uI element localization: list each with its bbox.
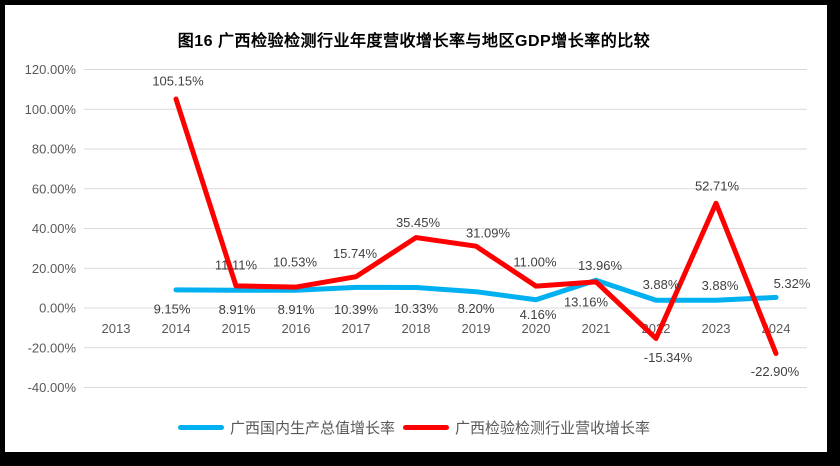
gdp-growth-line	[173, 277, 779, 303]
y-axis-tick-label: 40.00%	[32, 221, 77, 236]
legend: 广西国内生产总值增长率 广西检验检测行业营收增长率	[0, 417, 828, 438]
data-label: 35.45%	[396, 215, 441, 230]
data-label: -22.90%	[751, 364, 800, 379]
y-axis-tick-label: 20.00%	[32, 261, 77, 276]
x-axis-tick-label: 2019	[462, 321, 491, 336]
y-axis-tick-label: -20.00%	[28, 340, 77, 355]
x-axis-tick-label: 2015	[222, 321, 251, 336]
data-label: 11.11%	[215, 257, 258, 272]
data-label: 8.20%	[458, 301, 495, 316]
data-label: 9.15%	[154, 301, 191, 316]
data-label: 10.33%	[394, 301, 439, 316]
x-axis-tick-label: 2016	[282, 321, 311, 336]
legend-label-gdp: 广西国内生产总值增长率	[229, 420, 395, 437]
x-axis-tick-label: 2021	[582, 321, 611, 336]
data-label: 4.16%	[520, 307, 557, 322]
y-axis-tick-label: -40.00%	[28, 380, 77, 395]
data-label: 11.00%	[513, 255, 557, 270]
x-axis-tick-label: 2013	[102, 321, 131, 336]
data-label: 3.88%	[643, 277, 680, 292]
data-label: 5.32%	[774, 276, 811, 291]
data-label: -15.34%	[644, 350, 693, 365]
y-axis-tick-label: 0.00%	[39, 301, 76, 316]
x-axis-tick-label: 2018	[402, 321, 431, 336]
data-label: 8.91%	[219, 302, 256, 317]
y-axis-tick-label: 60.00%	[32, 181, 77, 196]
data-label: 8.91%	[278, 302, 315, 317]
legend-label-revenue: 广西检验检测行业营收增长率	[455, 420, 651, 437]
data-label: 13.16%	[564, 294, 609, 309]
gdp-line-swatch-icon	[177, 425, 224, 430]
y-axis-tick-label: 100.00%	[25, 102, 77, 117]
y-axis-tick-label: 80.00%	[32, 142, 77, 157]
x-axis-tick-label: 2020	[522, 321, 551, 336]
data-label: 52.71%	[695, 179, 740, 194]
data-label: 10.53%	[273, 255, 318, 270]
data-label: 13.96%	[578, 258, 623, 273]
legend-item-revenue: 广西检验检测行业营收增长率	[403, 417, 650, 438]
revenue-line-swatch-icon	[403, 425, 449, 430]
data-label: 105.15%	[152, 74, 204, 89]
chart-title: 图16 广西检验检测行业年度营收增长率与地区GDP增长率的比较	[177, 33, 651, 50]
data-label: 3.88%	[702, 278, 739, 293]
data-label: 15.74%	[333, 246, 378, 261]
x-axis-tick-label: 2017	[342, 321, 371, 336]
legend-item-gdp: 广西国内生产总值增长率	[177, 417, 395, 438]
revenue-growth-line	[173, 96, 779, 357]
data-label: 31.09%	[466, 226, 511, 241]
y-axis-tick-label: 120.00%	[25, 62, 77, 77]
x-axis-tick-label: 2014	[162, 321, 191, 336]
data-label: 10.39%	[334, 302, 379, 317]
x-axis-tick-label: 2023	[702, 321, 731, 336]
